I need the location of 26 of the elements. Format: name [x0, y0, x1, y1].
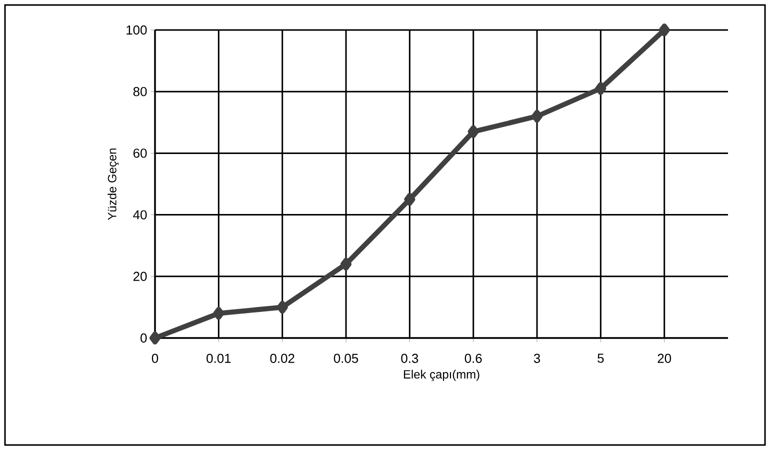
x-tick-label: 0.05 — [334, 354, 358, 363]
y-tick-label: 20 — [133, 272, 147, 281]
point — [340, 258, 352, 271]
y-tick-label: 40 — [133, 210, 147, 220]
y-axis-title: Yüzde Geçen — [108, 148, 119, 220]
x-tick-label: 3 — [534, 354, 540, 363]
point — [276, 300, 288, 314]
y-tick-label: 0 — [140, 333, 147, 343]
point — [658, 23, 670, 36]
y-tick-label: 100 — [126, 25, 147, 35]
x-tick-label: 0.3 — [401, 354, 418, 363]
x-tick-label: 20 — [658, 354, 672, 363]
point — [213, 306, 224, 320]
point — [532, 110, 543, 123]
x-tick-label: 0.01 — [206, 354, 231, 363]
x-tick-label: 0.6 — [464, 354, 482, 363]
y-tick-label: 60 — [133, 148, 147, 158]
point — [595, 82, 606, 96]
x-tick-label: 0.02 — [270, 354, 294, 363]
x-axis-title: Elek çapı(mm) — [404, 370, 480, 381]
point — [404, 192, 416, 206]
x-tick-label: 5 — [598, 354, 604, 363]
y-tick-label: 80 — [133, 87, 147, 96]
point — [468, 125, 479, 138]
point — [150, 332, 161, 344]
x-tick-label: 0 — [152, 354, 158, 363]
